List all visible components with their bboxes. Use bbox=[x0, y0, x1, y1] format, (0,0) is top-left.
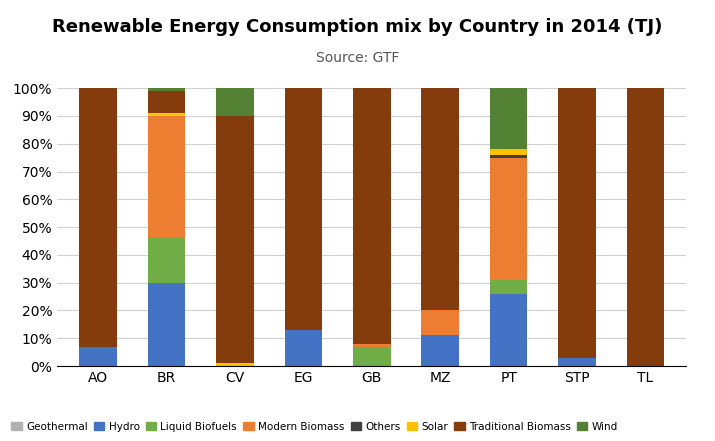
Bar bbox=[216, 88, 254, 116]
Bar bbox=[490, 149, 528, 155]
Bar bbox=[558, 88, 596, 358]
Bar bbox=[558, 358, 596, 366]
Bar bbox=[148, 88, 185, 91]
Bar bbox=[79, 347, 117, 366]
Legend: Geothermal, Hydro, Liquid Biofuels, Modern Biomass, Others, Solar, Traditional B: Geothermal, Hydro, Liquid Biofuels, Mode… bbox=[7, 418, 622, 436]
Bar bbox=[148, 116, 185, 238]
Bar bbox=[421, 88, 459, 310]
Bar bbox=[353, 344, 390, 347]
Bar bbox=[353, 88, 390, 344]
Bar bbox=[285, 88, 322, 330]
Bar bbox=[490, 155, 528, 157]
Text: Renewable Energy Consumption mix by Country in 2014 (TJ): Renewable Energy Consumption mix by Coun… bbox=[52, 18, 663, 36]
Bar bbox=[490, 88, 528, 149]
Bar bbox=[216, 363, 254, 366]
Bar bbox=[421, 310, 459, 336]
Bar bbox=[353, 347, 390, 366]
Bar bbox=[148, 91, 185, 113]
Bar bbox=[421, 336, 459, 366]
Bar bbox=[148, 238, 185, 283]
Bar bbox=[490, 294, 528, 366]
Bar bbox=[148, 283, 185, 366]
Bar bbox=[79, 88, 117, 347]
Bar bbox=[626, 88, 664, 366]
Bar bbox=[285, 330, 322, 366]
Bar bbox=[490, 280, 528, 294]
Bar bbox=[148, 113, 185, 116]
Bar bbox=[490, 157, 528, 280]
Text: Source: GTF: Source: GTF bbox=[316, 51, 399, 65]
Bar bbox=[216, 116, 254, 363]
